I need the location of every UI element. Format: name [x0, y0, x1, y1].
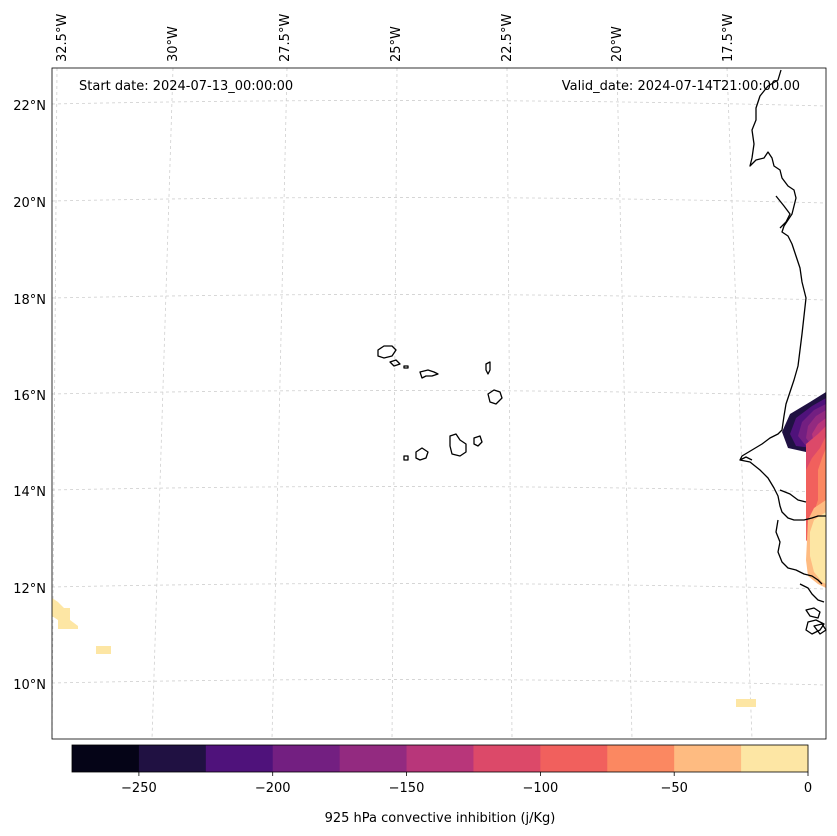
- longitude-labels: 32.5°W 30°W 27.5°W 25°W 22.5°W 20°W 17.5…: [55, 14, 736, 62]
- lon-label-30w: 30°W: [166, 26, 181, 62]
- lat-label-20n: 20°N: [13, 196, 46, 211]
- colorbar-segment: [741, 745, 809, 772]
- colorbar-tick-label: −100: [523, 781, 559, 796]
- lat-label-10n: 10°N: [13, 678, 46, 693]
- coast-islets-2: [805, 619, 825, 635]
- meridian-22-5w: [506, 67, 513, 740]
- colorbar-segment: [138, 745, 207, 772]
- map-area: [52, 68, 826, 739]
- coast-inlet-north: [775, 195, 791, 229]
- meridian-32-5w: [51, 67, 58, 740]
- island-brava: [403, 455, 409, 461]
- island-santo-antao: [377, 345, 397, 359]
- colorbar-tick-label: −150: [389, 781, 425, 796]
- parallel-18n: [51, 294, 827, 301]
- island-santa-luzia: [403, 365, 409, 369]
- island-fogo: [415, 447, 429, 461]
- meridian-30w: [151, 67, 174, 740]
- lat-label-18n: 18°N: [13, 293, 46, 308]
- meridian-17-5w: [726, 67, 753, 740]
- lon-label-17-5w: 17.5°W: [721, 14, 736, 62]
- coast-south-2: [799, 583, 825, 603]
- lon-label-25w: 25°W: [389, 26, 404, 62]
- island-sal: [485, 361, 491, 375]
- coastlines: [377, 69, 827, 635]
- parallel-22n: [51, 100, 827, 107]
- colorbar-tick-label: −250: [121, 781, 157, 796]
- africa-coastline: [739, 69, 826, 521]
- lat-label-12n: 12°N: [13, 582, 46, 597]
- colorbar-segment: [339, 745, 408, 772]
- colorbar-segment: [540, 745, 608, 772]
- cap-vert-peninsula: [739, 456, 753, 461]
- meridian-25w: [391, 67, 398, 740]
- island-sao-vicente: [389, 359, 401, 367]
- colorbar: −250 −200 −150 −100 −50 0 925 hPa convec…: [71, 744, 812, 826]
- parallel-14n: [51, 486, 827, 493]
- colorbar-tick-label: 0: [804, 781, 812, 796]
- lon-label-27-5w: 27.5°W: [278, 14, 293, 62]
- colorbar-segment: [607, 745, 675, 772]
- valid-date-label: Valid_date: 2024-07-14T21:00:00.00: [562, 79, 800, 94]
- cin-patch-west: [52, 598, 78, 629]
- colorbar-segments: [72, 745, 809, 772]
- cin-contours: [52, 392, 826, 707]
- island-boa-vista: [487, 389, 503, 405]
- colorbar-tick-labels: −250 −200 −150 −100 −50 0: [121, 781, 812, 796]
- lon-label-22-5w: 22.5°W: [500, 14, 515, 62]
- island-maio: [473, 435, 483, 447]
- colorbar-tick-label: −50: [660, 781, 687, 796]
- colorbar-segment: [406, 745, 474, 772]
- lat-label-22n: 22°N: [13, 99, 46, 114]
- meridian-27-5w: [271, 67, 288, 740]
- start-date-label: Start date: 2024-07-13_00:00:00: [79, 79, 293, 94]
- graticule: [51, 67, 827, 740]
- colorbar-segment: [473, 745, 541, 772]
- colorbar-segment: [72, 745, 140, 772]
- latitude-labels: 22°N 20°N 18°N 16°N 14°N 12°N 10°N: [13, 99, 46, 693]
- cin-contour-level-10: [810, 512, 826, 584]
- colorbar-tick-label: −200: [255, 781, 291, 796]
- colorbar-label: 925 hPa convective inhibition (j/Kg): [325, 811, 556, 826]
- parallel-10n: [51, 679, 827, 686]
- lon-label-20w: 20°W: [610, 26, 625, 62]
- map-frame: [51, 67, 827, 740]
- coast-islets-1: [805, 607, 821, 619]
- lat-label-14n: 14°N: [13, 485, 46, 500]
- parallel-12n: [51, 583, 827, 590]
- cin-patch-small: [96, 646, 111, 654]
- colorbar-ticks: [138, 772, 809, 776]
- parallel-20n: [51, 197, 827, 204]
- colorbar-frame: [71, 744, 809, 773]
- lon-label-32-5w: 32.5°W: [55, 14, 70, 62]
- cin-patch-south: [736, 699, 756, 707]
- island-sao-nicolau: [419, 369, 439, 379]
- coast-south-1: [775, 519, 823, 585]
- colorbar-segment: [272, 745, 341, 772]
- lat-label-16n: 16°N: [13, 389, 46, 404]
- island-santiago: [449, 433, 467, 457]
- coast-channel: [779, 489, 807, 503]
- meridian-20w: [616, 67, 633, 740]
- colorbar-segment: [205, 745, 274, 772]
- colorbar-segment: [674, 745, 742, 772]
